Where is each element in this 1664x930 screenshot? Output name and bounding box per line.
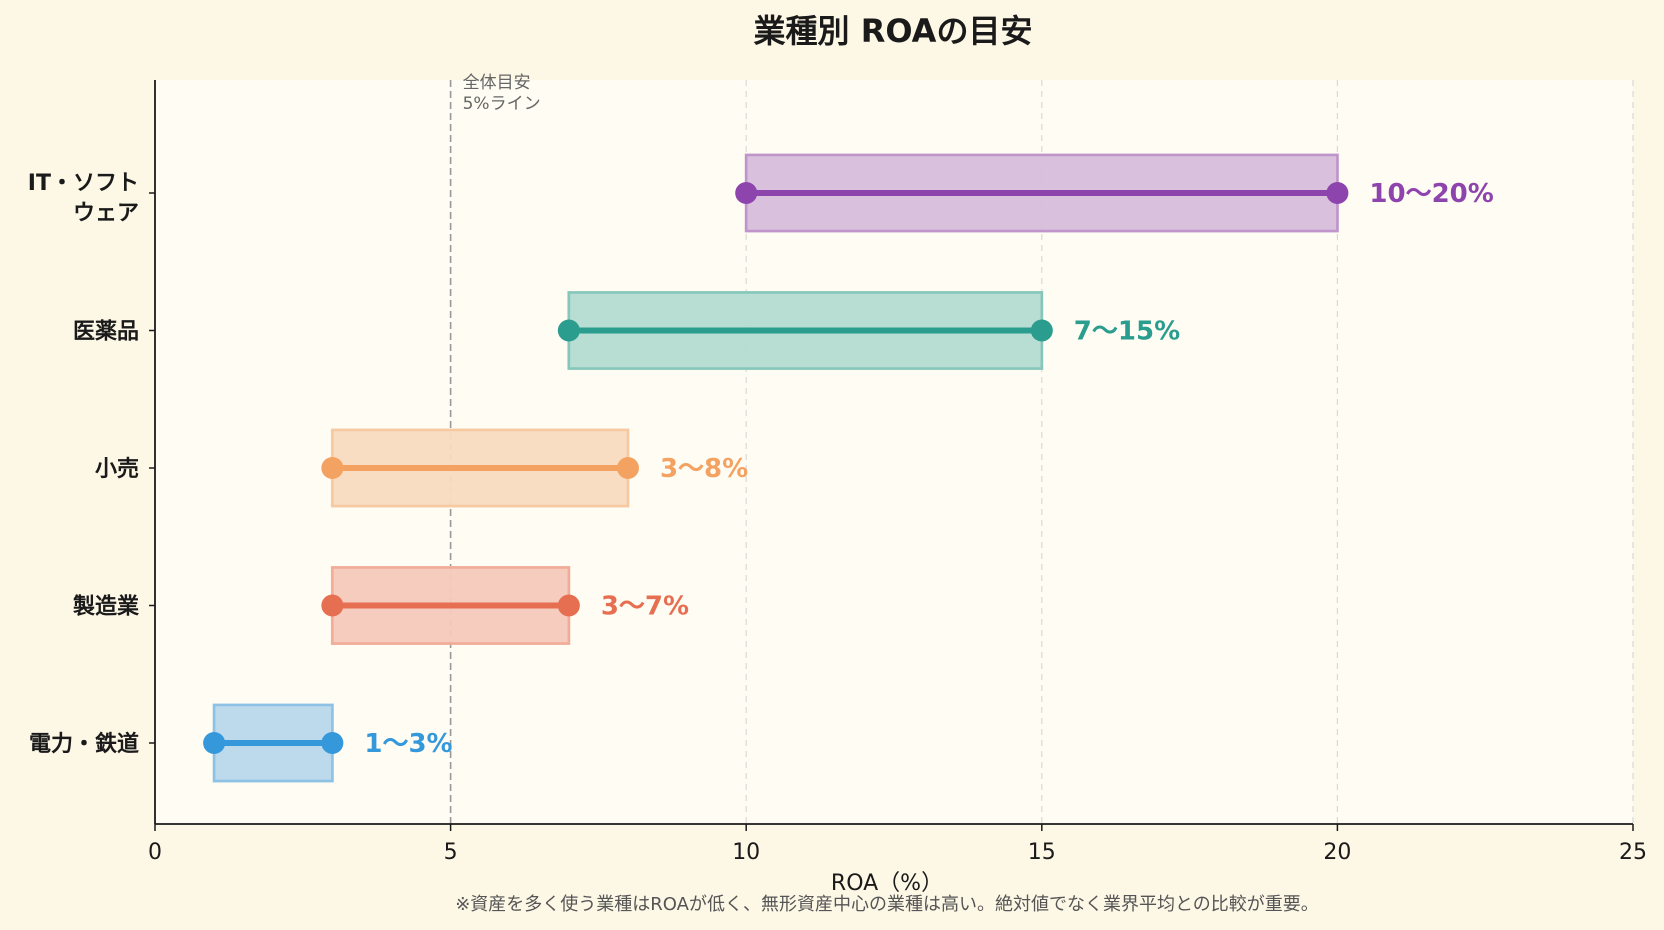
range-max-point-1 (1030, 319, 1053, 342)
range-max-point-4 (321, 732, 344, 754)
range-value-label-0: 10〜20% (1369, 179, 1493, 209)
range-bar-2: 3〜8% 小売 (95, 428, 748, 508)
range-max-point-0 (1326, 182, 1349, 204)
x-tick-label-0: 0 (148, 840, 162, 865)
range-min-point-4 (203, 732, 226, 754)
category-label-2: 小売 (95, 456, 139, 482)
reference-label-line2: 5%ライン (463, 94, 541, 114)
range-min-point-2 (321, 457, 344, 479)
range-min-point-0 (735, 182, 758, 204)
x-tick-label-15: 15 (1028, 840, 1056, 865)
x-tick-label-25: 25 (1619, 840, 1647, 865)
chart-title: 業種別 ROAの目安 (754, 12, 1033, 50)
range-max-point-2 (616, 457, 639, 479)
range-min-point-3 (321, 594, 344, 617)
x-tick-label-10: 10 (732, 840, 760, 865)
reference-label-line1: 全体目安 (463, 73, 531, 93)
x-axis-label: ROA（%） (831, 871, 943, 896)
range-max-point-3 (557, 594, 580, 617)
range-min-point-1 (557, 319, 580, 342)
footnote: ※資産を多く使う業種はROAが低く、無形資産中心の業種は高い。絶対値でなく業界平… (455, 894, 1319, 915)
range-value-label-4: 1〜3% (364, 729, 452, 759)
range-value-label-2: 3〜8% (660, 454, 748, 484)
range-value-label-3: 3〜7% (601, 592, 689, 622)
category-label-0-line1: IT・ソフト (28, 171, 139, 196)
category-label-4: 電力・鉄道 (29, 731, 139, 757)
category-label-0-line2: ウェア (73, 201, 139, 226)
x-tick-label-5: 5 (444, 840, 458, 865)
x-tick-label-20: 20 (1323, 840, 1351, 865)
range-value-label-1: 7〜15% (1074, 317, 1180, 347)
category-label-3: 製造業 (72, 594, 140, 620)
range-bar-3: 3〜7% 製造業 (72, 566, 689, 645)
range-bar-4: 1〜3% 電力・鉄道 (29, 703, 453, 783)
range-bar-1: 7〜15% 医薬品 (73, 291, 1180, 370)
category-label-1: 医薬品 (73, 320, 139, 345)
axes: 0 5 10 15 20 25 (148, 80, 1647, 865)
